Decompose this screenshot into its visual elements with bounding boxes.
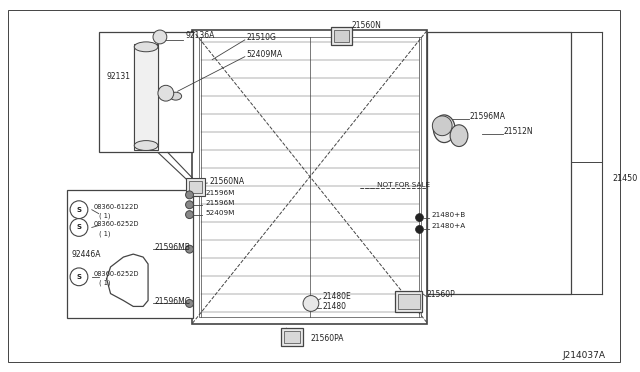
Text: 08360-6252D: 08360-6252D bbox=[94, 271, 140, 277]
Ellipse shape bbox=[450, 125, 468, 147]
Bar bbox=[193, 30, 428, 324]
Text: 21480+A: 21480+A bbox=[431, 224, 466, 230]
Circle shape bbox=[158, 85, 173, 101]
Bar bbox=[189, 181, 202, 193]
Text: 21510G: 21510G bbox=[247, 33, 276, 42]
Text: NOT FOR SALE: NOT FOR SALE bbox=[377, 182, 430, 188]
Text: 21596MB: 21596MB bbox=[155, 243, 191, 252]
Text: 21480+B: 21480+B bbox=[431, 212, 466, 218]
Bar bbox=[284, 331, 300, 343]
Ellipse shape bbox=[134, 42, 158, 52]
Text: 92131: 92131 bbox=[107, 72, 131, 81]
Text: 21450: 21450 bbox=[612, 174, 637, 183]
Circle shape bbox=[186, 299, 193, 307]
Text: 21560PA: 21560PA bbox=[311, 334, 344, 343]
Ellipse shape bbox=[134, 141, 158, 150]
Circle shape bbox=[186, 201, 193, 209]
Bar bbox=[134, 47, 158, 145]
Text: 21560P: 21560P bbox=[426, 290, 455, 299]
Circle shape bbox=[70, 268, 88, 286]
Bar bbox=[67, 190, 193, 318]
Circle shape bbox=[153, 30, 167, 44]
Text: 21596M: 21596M bbox=[205, 190, 235, 196]
Bar bbox=[282, 328, 303, 346]
Circle shape bbox=[70, 201, 88, 219]
Bar bbox=[186, 178, 205, 196]
Text: 21596MC: 21596MC bbox=[155, 297, 191, 306]
Circle shape bbox=[186, 245, 193, 253]
Text: 52409MA: 52409MA bbox=[247, 50, 283, 59]
Bar bbox=[200, 37, 420, 317]
Circle shape bbox=[186, 191, 193, 199]
Circle shape bbox=[303, 296, 319, 311]
Ellipse shape bbox=[433, 115, 455, 142]
Circle shape bbox=[186, 211, 193, 219]
Text: 21512N: 21512N bbox=[504, 127, 533, 136]
Text: 92136A: 92136A bbox=[186, 32, 215, 41]
Circle shape bbox=[433, 116, 452, 136]
Text: 08360-6252D: 08360-6252D bbox=[94, 221, 140, 228]
Text: 21596MA: 21596MA bbox=[470, 112, 506, 121]
Ellipse shape bbox=[170, 92, 182, 100]
Circle shape bbox=[415, 225, 424, 233]
Bar bbox=[398, 294, 420, 310]
Text: 52409M: 52409M bbox=[205, 210, 235, 216]
Text: 21480E: 21480E bbox=[323, 292, 351, 301]
Text: J214037A: J214037A bbox=[563, 351, 605, 360]
Text: 21560N: 21560N bbox=[351, 20, 381, 30]
Circle shape bbox=[70, 219, 88, 236]
Text: 92446A: 92446A bbox=[71, 250, 100, 259]
Circle shape bbox=[415, 214, 424, 222]
Text: 21596M: 21596M bbox=[205, 200, 235, 206]
Text: ( 1): ( 1) bbox=[99, 279, 110, 286]
Bar bbox=[428, 32, 570, 294]
Text: 21480: 21480 bbox=[323, 302, 347, 311]
Text: 21560NA: 21560NA bbox=[209, 177, 244, 186]
Text: S: S bbox=[76, 224, 81, 231]
Bar bbox=[331, 27, 353, 45]
Bar bbox=[99, 32, 193, 153]
Text: 08360-6122D: 08360-6122D bbox=[94, 204, 139, 210]
Text: ( 1): ( 1) bbox=[99, 230, 110, 237]
Text: S: S bbox=[76, 207, 81, 213]
Bar bbox=[395, 291, 422, 312]
Text: ( 1): ( 1) bbox=[99, 212, 110, 219]
Text: S: S bbox=[76, 274, 81, 280]
Bar bbox=[134, 44, 158, 150]
Bar bbox=[333, 30, 349, 42]
